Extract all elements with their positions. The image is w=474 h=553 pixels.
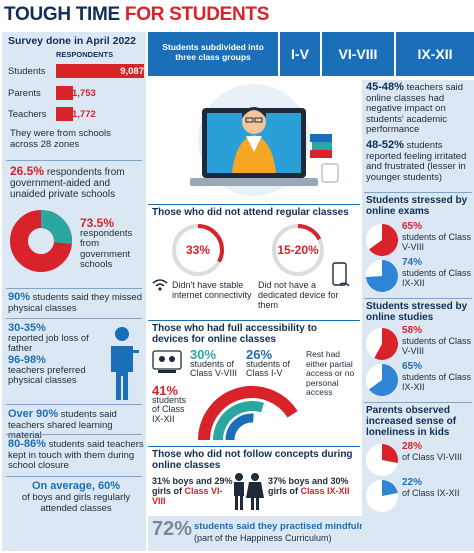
pie-slice: [382, 444, 399, 463]
stat-learning-material: Over 90% students said teachers shared l…: [8, 408, 117, 441]
connectivity-text: Didn't have stable internet connectivity: [172, 280, 252, 300]
survey-bars: Students 9,087 Parents 1,753 Teachers 1,…: [4, 60, 144, 124]
studies-v-viii: 58% students of Class V-VIII: [402, 325, 472, 357]
access-arc-vi-viii: [213, 401, 265, 441]
device-donut: [272, 224, 324, 276]
divider: [6, 404, 142, 405]
connectivity-pct: 33%: [185, 243, 211, 257]
survey-row-label: Students: [8, 66, 46, 77]
pie-slice: [366, 260, 398, 292]
pie-slice: [374, 328, 398, 360]
survey-row-label: Teachers: [8, 109, 47, 120]
wifi-icon: [152, 278, 168, 295]
survey-row-label: Parents: [8, 88, 41, 99]
divider: [148, 204, 360, 205]
boy-girl-icon: [234, 473, 264, 510]
kids-icon: [152, 350, 182, 381]
access-i-v: 26% students of Class I-V: [246, 347, 291, 378]
divider: [364, 298, 472, 299]
pie-slice: [382, 480, 398, 496]
title-part1: TOUGH TIME: [4, 4, 120, 25]
studies-pie-v-viii: [366, 328, 398, 360]
exams-pie-v-viii: [366, 224, 399, 256]
loneliness-ix-xii: 22% of Class IX-XII: [402, 477, 460, 499]
respondents-donut: [10, 210, 72, 272]
mindfulness-pct: 72%: [152, 518, 193, 540]
divider: [6, 160, 142, 161]
respondents-label: RESPONDENTS: [56, 50, 114, 59]
teacher-impact-stat: 45-48% teachers said online classes had …: [366, 81, 464, 135]
survey-bar-students: [56, 64, 144, 78]
studies-pie-ix-xii: [366, 364, 399, 396]
studies-ix-xii: 65% students of Class IX-XII: [402, 361, 472, 393]
stat-job-loss: 30-35% reported job loss of father: [8, 322, 89, 354]
stat-teachers-physical: 96-98% teachers preferred physical class…: [8, 354, 86, 386]
loneliness-heading: Parents observed increased sense of lone…: [366, 405, 457, 438]
divider: [6, 318, 142, 319]
divider: [148, 446, 360, 447]
divider: [6, 434, 142, 435]
divider: [364, 402, 472, 403]
donut-private-slice: [10, 210, 72, 272]
survey-value-parents: 1,753: [72, 88, 96, 99]
exams-v-viii: 65% students of Class V-VIII: [402, 221, 472, 253]
loneliness-pie-vi-viii: [366, 444, 399, 476]
access-arcs: [198, 386, 298, 441]
full-access-heading: Those who had full accessibility to devi…: [152, 323, 318, 345]
not-follow-ix-xii: 37% boys and 30% girls of Class IX-XII: [268, 476, 350, 496]
access-arc-i-v: [225, 413, 254, 441]
page-title: TOUGH TIME FOR STUDENTS: [0, 0, 474, 30]
divider: [6, 288, 142, 289]
loneliness-pie-ix-xii: [366, 480, 398, 512]
stressed-exams-heading: Students stressed by online exams: [366, 195, 468, 217]
stat-kept-in-touch: 80-86% students said teachers kept in to…: [8, 438, 144, 471]
divider: [364, 192, 472, 193]
frustration-stat: 48-52% students reported feeling irritat…: [366, 139, 467, 183]
survey-value-students: 9,087: [120, 66, 144, 77]
access-ix-xii: 41% students of Class IX-XII: [152, 383, 187, 424]
left-column: [2, 32, 146, 551]
exams-ix-xii: 74% students of Class IX-XII: [402, 257, 472, 289]
loneliness-vi-viii: 28% of Class VI-VIII: [402, 441, 463, 463]
mindfulness-text: students said they practised mindfulness: [194, 521, 381, 532]
divider: [148, 320, 360, 321]
govt-schools-stat: 73.5% respondents from government school…: [80, 216, 133, 270]
not-attend-heading: Those who did not attend regular classes: [152, 207, 349, 218]
pie-slice: [369, 224, 399, 256]
divider: [6, 476, 142, 477]
groups-label: Students subdivided into three class gro…: [148, 32, 278, 76]
stat-missed-classes: 90% students said they missed physical c…: [8, 291, 142, 314]
survey-heading: Survey done in April 2022: [8, 35, 136, 47]
stressed-studies-heading: Students stressed by online studies: [366, 301, 468, 323]
connectivity-donut: [172, 224, 224, 276]
schools-note: They were from schools across 28 zones: [10, 128, 111, 150]
teacher-laptop-illustration: [190, 84, 339, 196]
survey-value-teachers: 1,772: [72, 109, 96, 120]
not-follow-vi-viii: 31% boys and 29% girls of Class VI-VIII: [152, 476, 233, 506]
survey-bar-teachers: [56, 107, 74, 121]
connectivity-arc: [172, 224, 224, 276]
device-pct: 15-20%: [277, 243, 319, 257]
group-tab-1: I-V: [280, 32, 320, 76]
private-schools-stat: 26.5% respondents from government-aided …: [10, 164, 125, 200]
mindfulness-note: (part of the Happiness Curriculum): [194, 533, 332, 543]
group-tab-3: IX-XII: [396, 32, 474, 76]
exams-pie-ix-xii: [366, 260, 398, 292]
device-text: Did not have a dedicated device for them: [258, 280, 339, 310]
rest-note: Rest had either partial access or no per…: [306, 349, 355, 397]
access-arc-ix-xii: [198, 386, 298, 441]
title-part2: FOR STUDENTS: [124, 4, 270, 25]
pie-slice: [369, 364, 399, 396]
survey-bar-parents: [56, 86, 73, 100]
device-arc: [272, 224, 324, 276]
phone-icon: [330, 262, 350, 293]
not-follow-heading: Those who did not follow concepts during…: [152, 449, 353, 471]
stat-attendance: On average, 60% of boys and girls regula…: [21, 480, 131, 515]
teacher-icon: [111, 327, 139, 400]
access-vi-viii: 30% students of Class V-VIII: [190, 347, 238, 378]
group-tab-2: VI-VIII: [322, 32, 394, 76]
